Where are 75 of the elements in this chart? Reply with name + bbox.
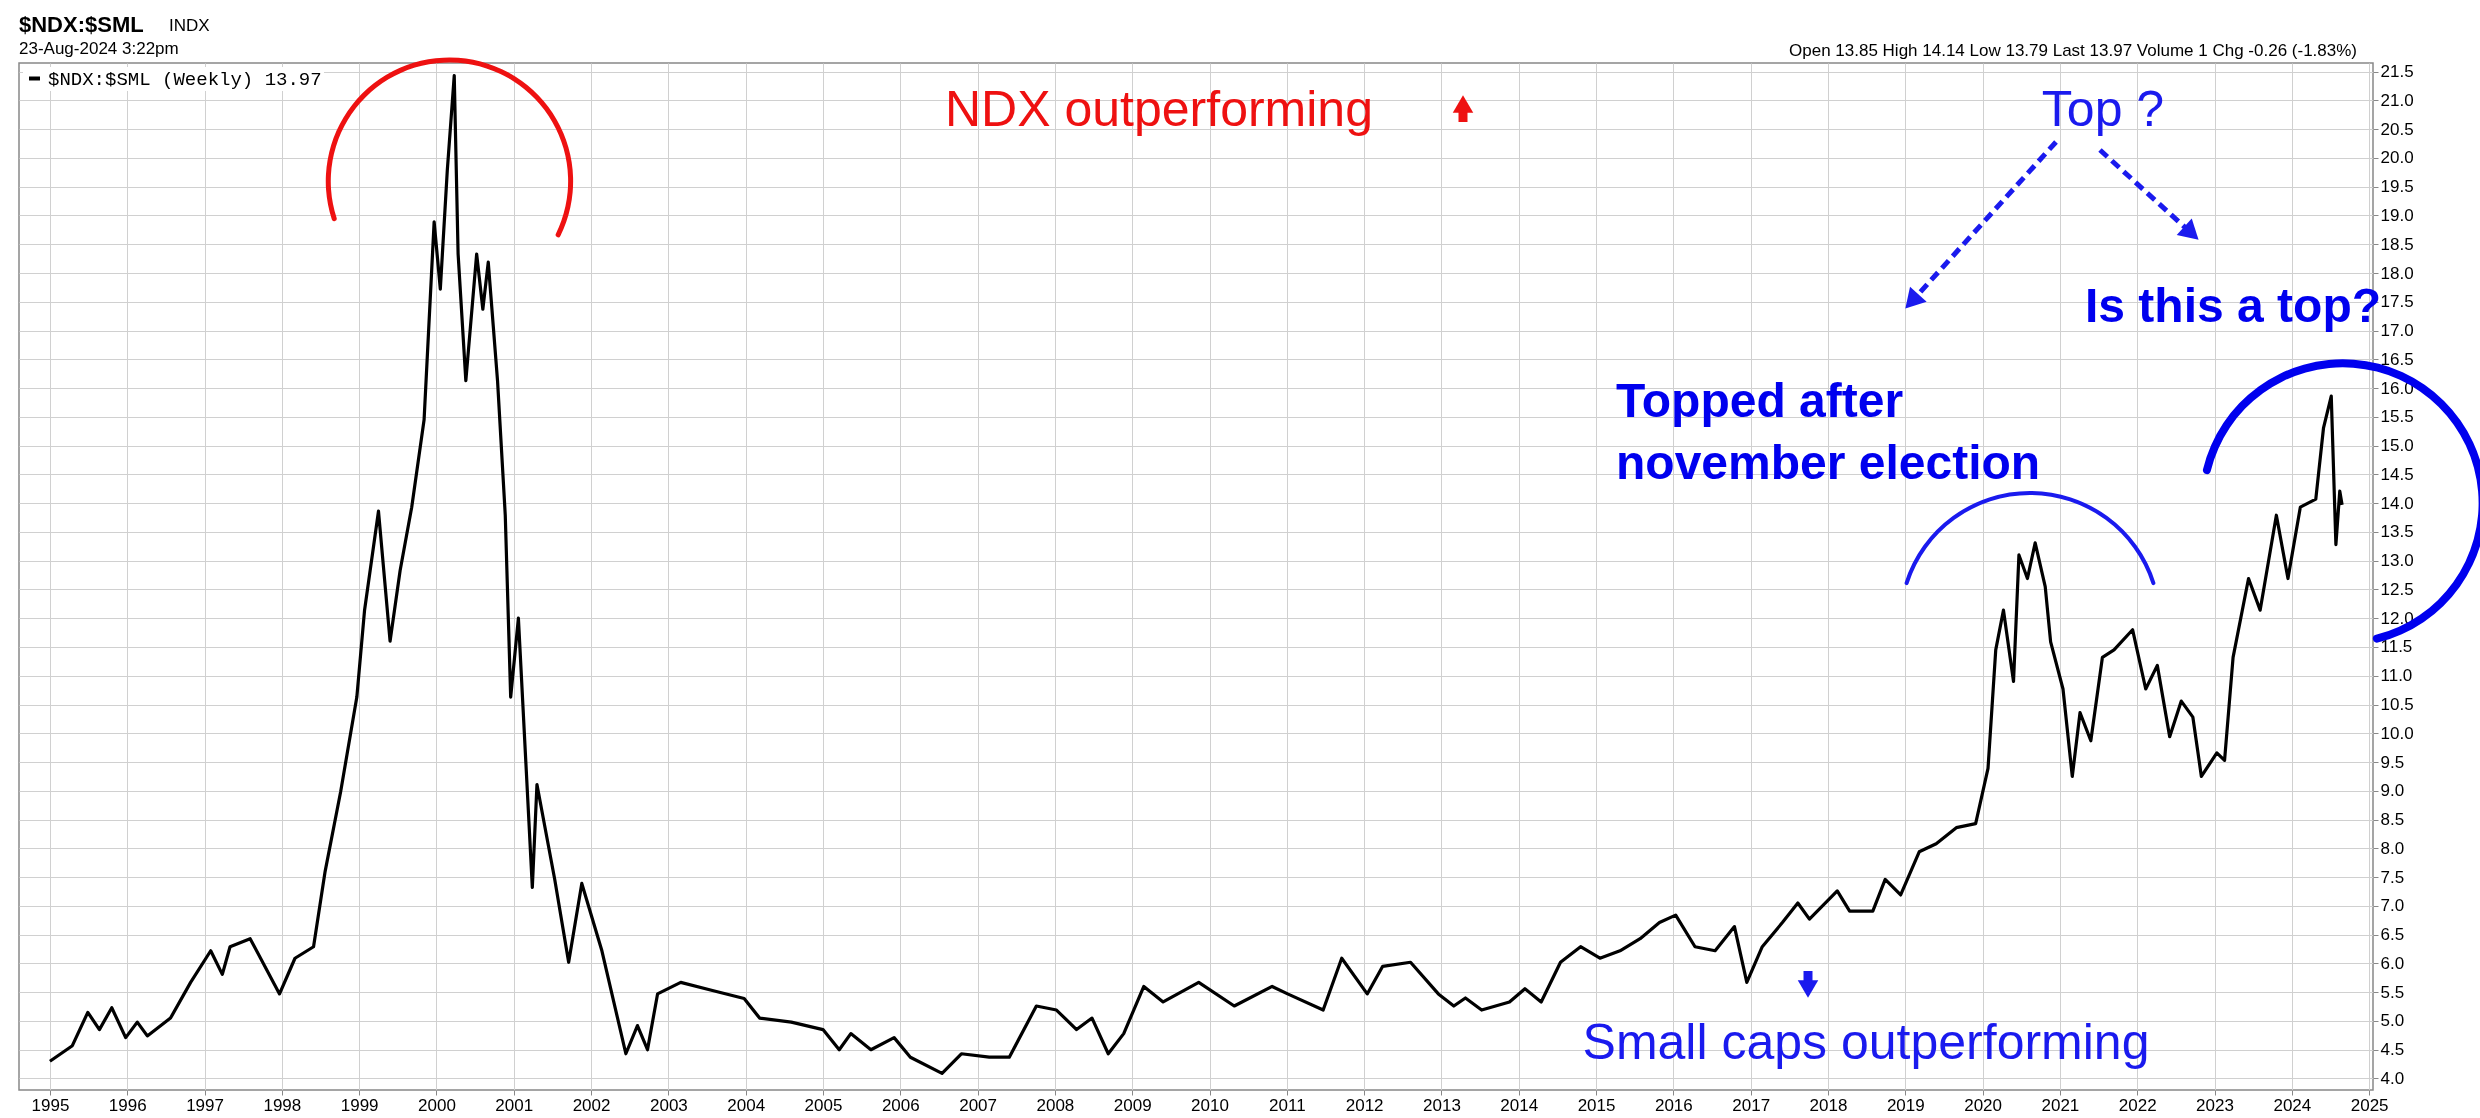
x-tick-label: 2001 <box>495 1095 534 1115</box>
chart-subtitle: INDX <box>169 16 210 35</box>
y-tick-label: 14.5 <box>2380 464 2414 484</box>
annotation: Topped after november election <box>1616 374 2041 490</box>
y-tick-label: 13.0 <box>2380 551 2414 571</box>
x-tick-label: 2000 <box>418 1095 456 1115</box>
x-tick-label: 2003 <box>649 1095 688 1115</box>
y-tick-label: 10.0 <box>2380 723 2414 743</box>
x-tick-label: 2013 <box>1423 1095 1461 1115</box>
annotation: Top ? <box>2041 81 2165 137</box>
x-tick-label: 2015 <box>1577 1095 1616 1115</box>
y-tick-label: 6.0 <box>2380 953 2405 973</box>
x-tick-label: 2007 <box>959 1095 998 1115</box>
x-tick-label: 2010 <box>1191 1095 1229 1115</box>
y-tick-label: 20.0 <box>2380 148 2414 168</box>
chart-title: $NDX:$SML <box>19 12 144 37</box>
x-tick-label: 1995 <box>31 1095 70 1115</box>
y-tick-label: 10.5 <box>2380 695 2414 715</box>
x-tick-label: 2021 <box>2041 1095 2080 1115</box>
y-tick-label: 17.5 <box>2380 292 2414 312</box>
x-tick-label: 2022 <box>2118 1095 2157 1115</box>
y-tick-label: 9.5 <box>2380 752 2405 772</box>
x-tick-label: 2019 <box>1886 1095 1925 1115</box>
y-tick-label: 12.5 <box>2380 579 2414 599</box>
y-tick-label: 8.5 <box>2380 810 2405 830</box>
annotation: Small caps outperforming <box>1582 1014 2150 1070</box>
y-tick-label: 19.5 <box>2380 177 2414 197</box>
y-tick-label: 5.0 <box>2380 1011 2405 1031</box>
y-tick-label: 11.0 <box>2380 666 2413 686</box>
x-tick-label: 2012 <box>1345 1095 1384 1115</box>
y-tick-label: 14.0 <box>2380 493 2414 513</box>
y-tick-label: 6.5 <box>2380 925 2405 945</box>
x-tick-label: 2024 <box>2273 1095 2312 1115</box>
y-tick-label: 7.5 <box>2380 867 2405 887</box>
y-tick-label: 16.5 <box>2380 349 2414 369</box>
y-tick-label: 13.5 <box>2380 522 2414 542</box>
y-tick-label: 4.0 <box>2380 1068 2405 1088</box>
x-tick-label: 2009 <box>1113 1095 1152 1115</box>
y-tick-label: 11.5 <box>2380 637 2413 657</box>
y-tick-label: 5.5 <box>2380 982 2405 1002</box>
x-tick-label: 2017 <box>1732 1095 1771 1115</box>
y-tick-label: 19.0 <box>2380 205 2414 225</box>
y-tick-label: 8.0 <box>2380 838 2405 858</box>
x-tick-label: 2004 <box>727 1095 766 1115</box>
y-tick-label: 9.0 <box>2380 781 2405 801</box>
y-tick-label: 7.0 <box>2380 896 2405 916</box>
y-tick-label: 17.0 <box>2380 321 2414 341</box>
x-tick-label: 1998 <box>263 1095 302 1115</box>
x-tick-label: 2014 <box>1500 1095 1539 1115</box>
x-tick-label: 2018 <box>1809 1095 1848 1115</box>
y-tick-label: 18.5 <box>2380 234 2414 254</box>
x-tick-label: 2005 <box>804 1095 843 1115</box>
x-tick-label: 2006 <box>881 1095 920 1115</box>
x-tick-label: 2025 <box>2350 1095 2389 1115</box>
y-tick-label: 4.5 <box>2380 1040 2405 1060</box>
text: 23-Aug-2024 3:22pm <box>19 39 179 58</box>
x-tick-label: 1999 <box>340 1095 379 1115</box>
x-tick-label: 2002 <box>572 1095 611 1115</box>
x-tick-label: 1996 <box>108 1095 147 1115</box>
y-tick-label: 20.5 <box>2380 119 2414 139</box>
x-tick-label: 2011 <box>1269 1095 1306 1115</box>
legend-label: $NDX:$SML (Weekly) 13.97 <box>48 68 322 91</box>
x-tick-label: 2016 <box>1654 1095 1693 1115</box>
y-tick-label: 15.0 <box>2380 436 2414 456</box>
annotation: Is this a top? <box>2084 279 2382 332</box>
text: Open 13.85 High 14.14 Low 13.79 Last 13.97 Volume 1 Chg -0.26 (-1.83%) <box>1789 41 2357 60</box>
y-tick-label: 15.5 <box>2380 407 2414 427</box>
y-tick-label: 21.5 <box>2380 62 2414 82</box>
x-tick-label: 2020 <box>1964 1095 2003 1115</box>
y-tick-label: 18.0 <box>2380 263 2414 283</box>
x-tick-label: 2008 <box>1036 1095 1075 1115</box>
y-tick-label: 21.0 <box>2380 90 2414 110</box>
x-tick-label: 1997 <box>186 1095 224 1115</box>
x-tick-label: 2023 <box>2196 1095 2234 1115</box>
annotation: NDX outperforming <box>945 81 1373 137</box>
